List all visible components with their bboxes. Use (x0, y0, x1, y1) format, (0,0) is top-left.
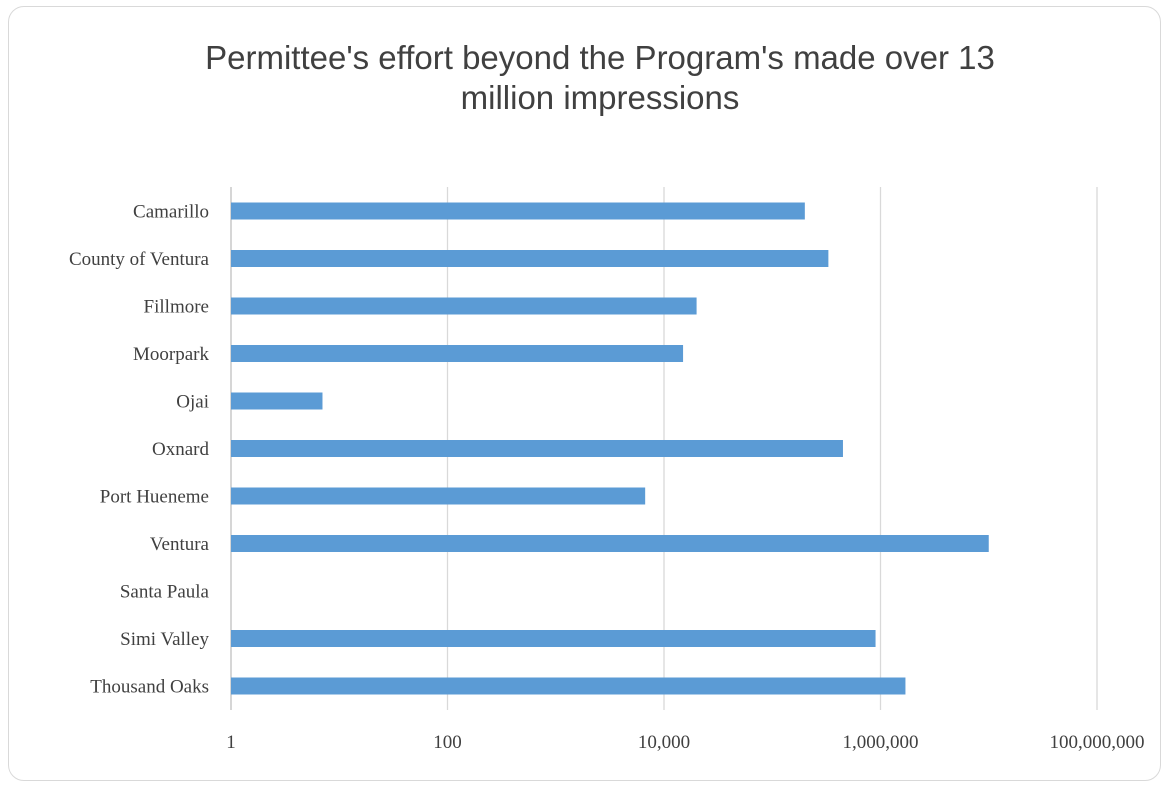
category-label: Oxnard (152, 439, 209, 460)
category-label: Fillmore (144, 297, 209, 318)
x-tick-label: 1,000,000 (843, 732, 919, 753)
category-label: Port Hueneme (100, 487, 209, 508)
bar (231, 345, 684, 362)
bar (231, 202, 805, 220)
chart-card (8, 6, 1161, 781)
bar (231, 630, 876, 647)
category-label: Simi Valley (120, 629, 209, 650)
category-label: County of Ventura (69, 249, 210, 270)
x-tick-label: 100 (433, 732, 462, 753)
category-label: Moorpark (133, 344, 209, 365)
bar (231, 677, 906, 695)
bar (231, 535, 989, 552)
category-label: Camarillo (133, 202, 209, 223)
x-tick-label: 1 (226, 732, 236, 753)
bar (231, 297, 697, 315)
category-label: Ventura (150, 534, 210, 555)
x-tick-labels: 1 100 10,000 1,000,000 100,000,000 (226, 732, 1144, 753)
chart-title-line-2: million impressions (460, 79, 740, 116)
bars (231, 202, 989, 695)
category-label: Ojai (176, 392, 209, 413)
x-tick-label: 10,000 (638, 732, 690, 753)
chart-title: Permittee's effort beyond the Program's … (0, 38, 1163, 118)
bar (231, 487, 646, 505)
x-tick-label: 100,000,000 (1050, 732, 1145, 753)
category-labels: Camarillo County of Ventura Fillmore Moorpa… (69, 202, 210, 698)
bar (231, 250, 829, 267)
chart-title-line-1: Permittee's effort beyond the Program's … (205, 39, 995, 76)
bar (231, 392, 323, 410)
bar (231, 440, 843, 457)
category-label: Thousand Oaks (90, 677, 209, 698)
category-label: Santa Paula (120, 582, 210, 603)
